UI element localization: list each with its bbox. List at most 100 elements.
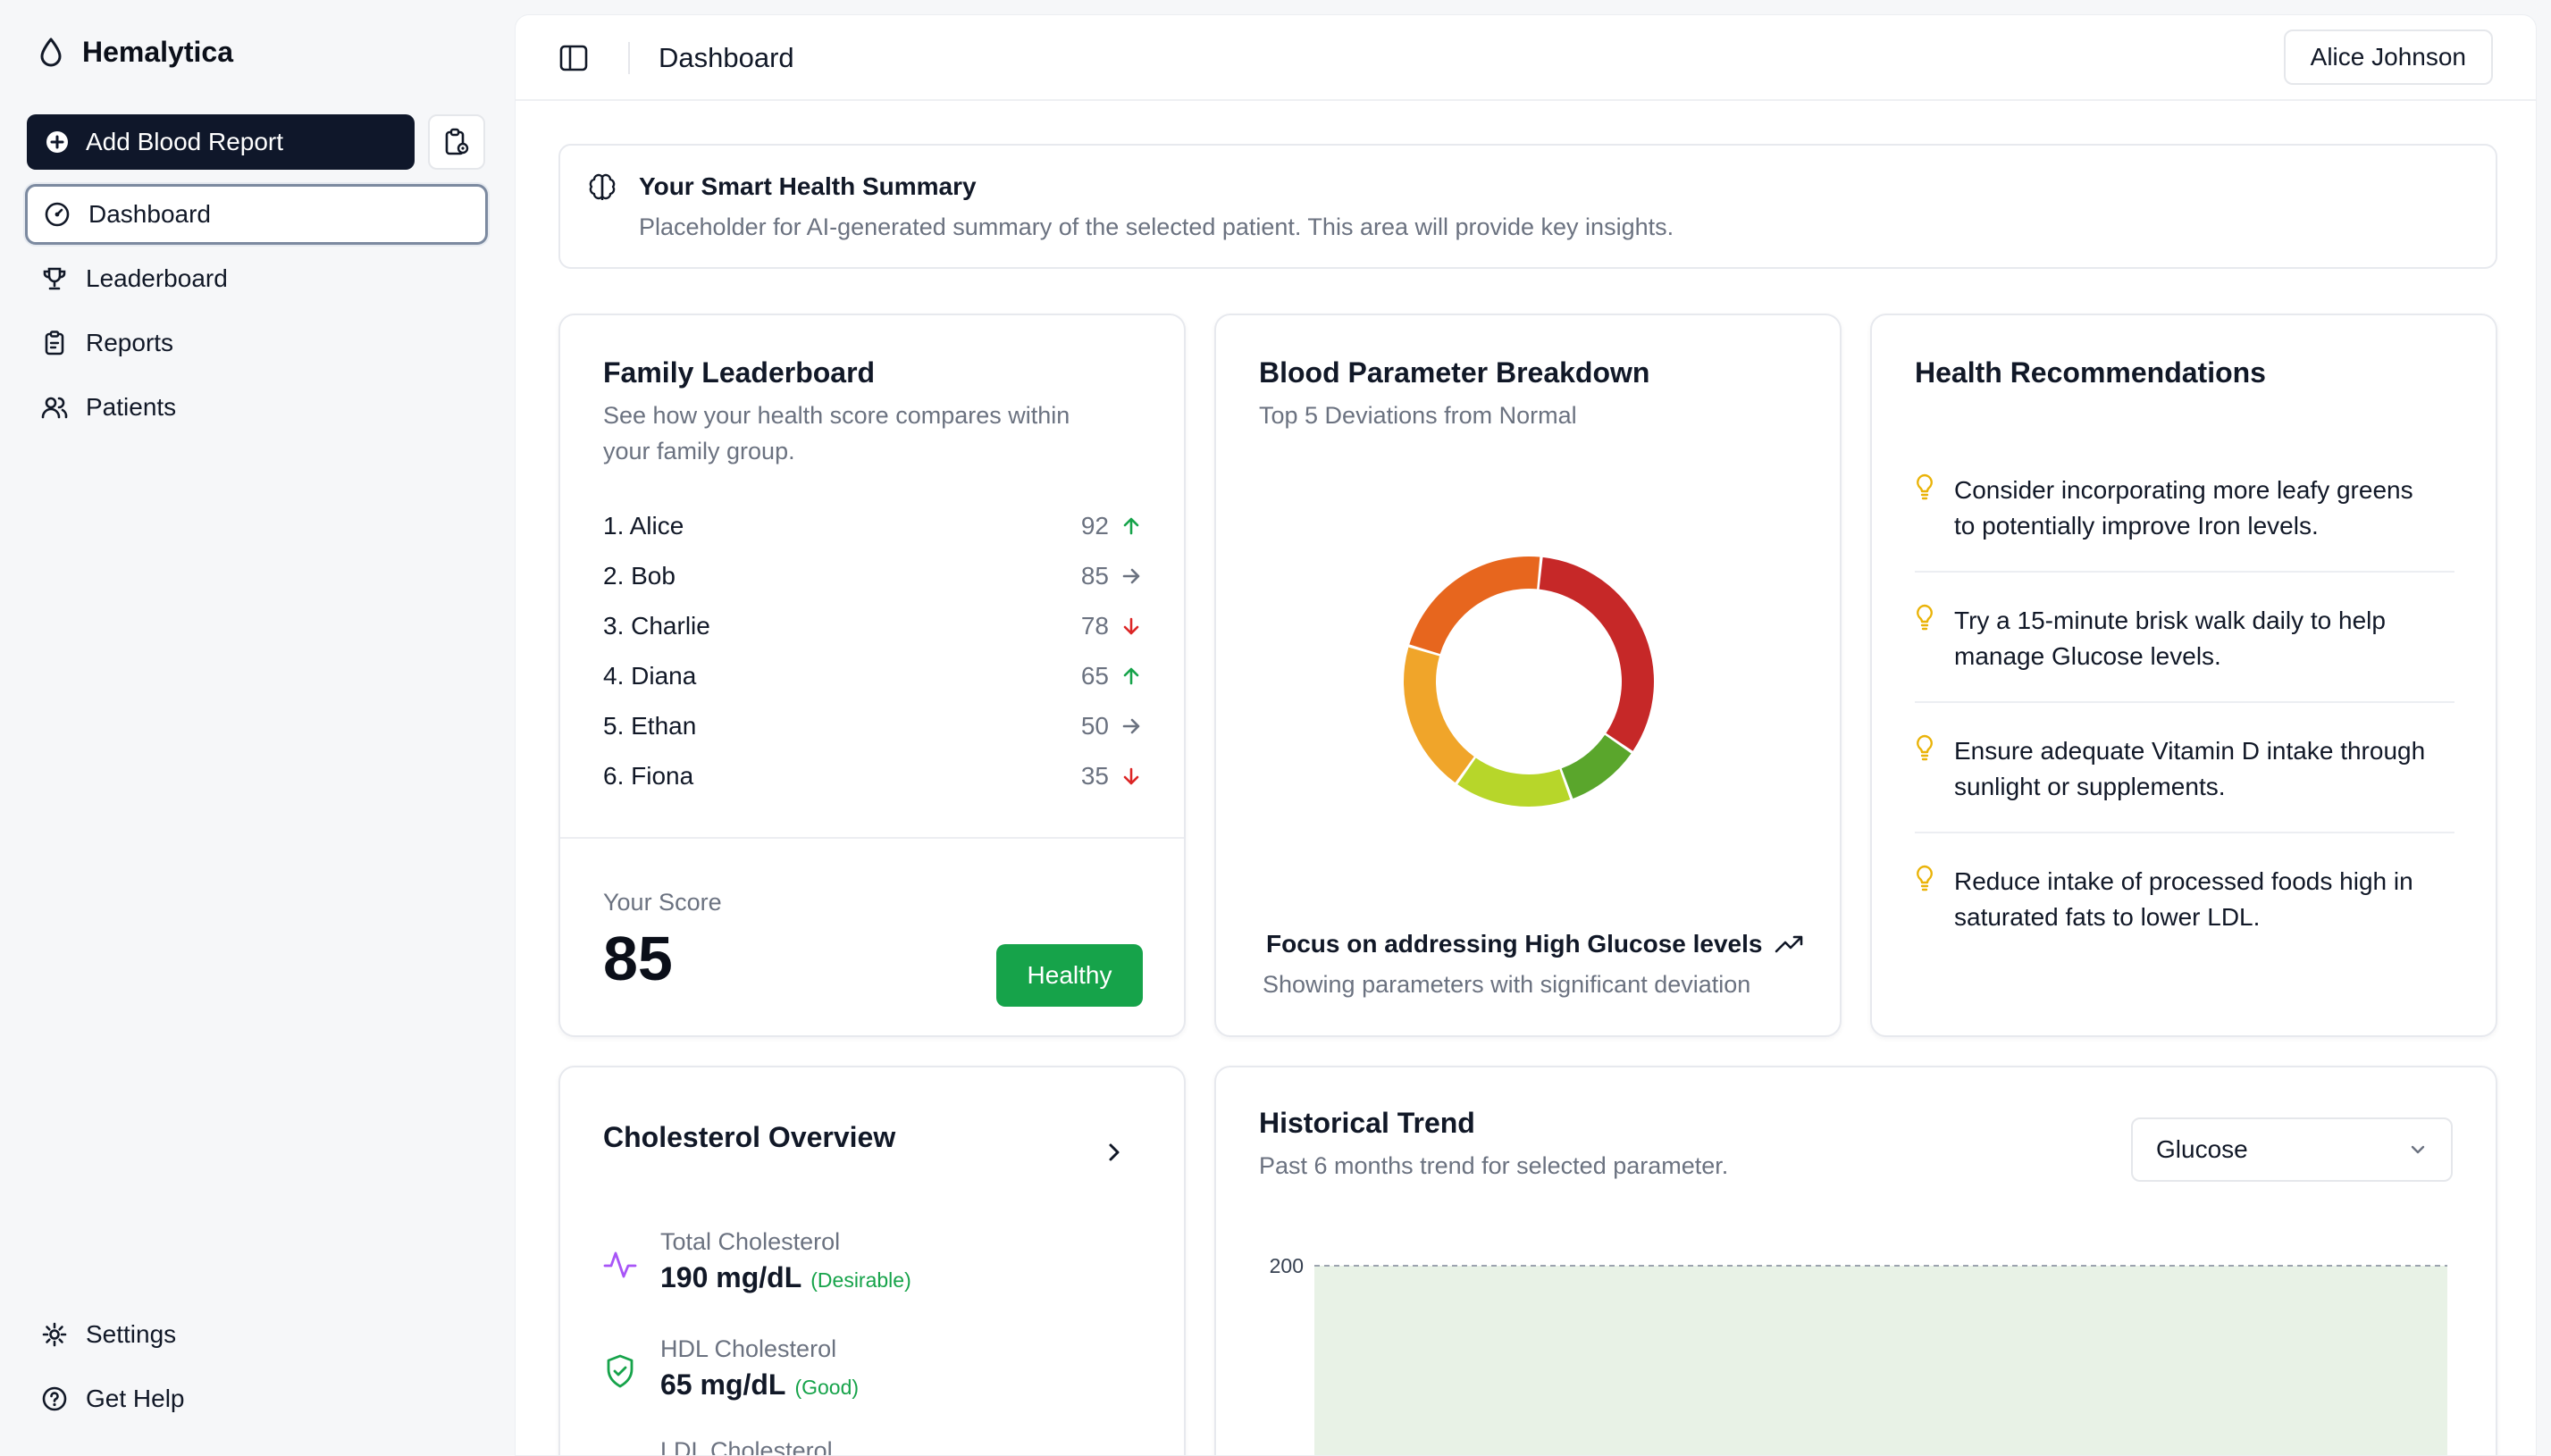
leaderboard-row[interactable]: 2. Bob 85 (603, 551, 1143, 601)
family-leaderboard-card: Family Leaderboard See how your health s… (558, 314, 1186, 1037)
member-name: 6. Fiona (603, 762, 694, 790)
leaderboard-title: Family Leaderboard (603, 356, 876, 389)
arrow-up-icon (1120, 665, 1143, 688)
leaderboard-row[interactable]: 4. Diana 65 (603, 651, 1143, 701)
recommendation-text: Ensure adequate Vitamin D intake through… (1954, 733, 2454, 805)
recommendation-line: saturated fats to lower LDL. (1954, 903, 2261, 931)
donut-segment-5[interactable] (1409, 556, 1540, 655)
recommendations-title: Health Recommendations (1915, 356, 2266, 389)
cholesterol-status: (Good) (794, 1376, 860, 1399)
breakdown-subtitle: Top 5 Deviations from Normal (1259, 402, 1577, 429)
gear-icon (41, 1321, 68, 1348)
member-name: 4. Diana (603, 662, 697, 690)
your-score-value: 85 (603, 924, 673, 993)
sidebar-item-dashboard[interactable]: Dashboard (25, 184, 488, 245)
clipboard-settings-icon (443, 128, 470, 156)
sidebar-item-settings[interactable]: Settings (25, 1304, 488, 1365)
trending-up-icon (1775, 933, 1803, 955)
recommendation-text: Consider incorporating more leafy greens… (1954, 473, 2454, 544)
recommendation-item: Try a 15-minute brisk walk daily to help… (1915, 603, 2454, 674)
user-menu-button[interactable]: Alice Johnson (2283, 29, 2493, 85)
cholesterol-value: 190 mg/dL (Desirable) (660, 1261, 911, 1294)
cholesterol-value-text: 190 mg/dL (660, 1261, 802, 1293)
plus-circle-icon (45, 130, 70, 155)
sidebar-item-get-help[interactable]: Get Help (25, 1368, 488, 1429)
recommendation-line: sunlight or supplements. (1954, 773, 2226, 800)
quick-report-button[interactable] (428, 114, 485, 170)
divider (1915, 571, 2454, 573)
leaderboard-row[interactable]: 1. Alice 92 (603, 501, 1143, 551)
clipboard-icon (41, 330, 68, 356)
historical-trend-title: Historical Trend (1259, 1107, 1475, 1139)
sidebar-item-label: Patients (86, 393, 177, 421)
member-score: 50 (1080, 712, 1109, 740)
sidebar-item-label: Get Help (86, 1385, 185, 1412)
sidebar-item-patients[interactable]: Patients (25, 377, 488, 438)
breakdown-note: Showing parameters with significant devi… (1263, 971, 1751, 998)
recommendation-line: to potentially improve Iron levels. (1954, 512, 2319, 540)
leaderboard-row[interactable]: 3. Charlie 78 (603, 601, 1143, 651)
cholesterol-status: (Desirable) (810, 1268, 911, 1292)
chevron-down-icon (2408, 1140, 2428, 1159)
cholesterol-label: HDL Cholesterol (660, 1335, 837, 1362)
cholesterol-value-text: 65 mg/dL (660, 1368, 786, 1401)
sidebar-item-leaderboard[interactable]: Leaderboard (25, 248, 488, 309)
main-panel: Dashboard Alice Johnson Your Smart Healt… (515, 14, 2537, 1456)
divider (1915, 832, 2454, 833)
chevron-right-icon[interactable] (1103, 1139, 1125, 1166)
divider (1915, 701, 2454, 703)
leaderboard-subtitle-line: your family group. (603, 438, 795, 464)
member-score: 65 (1080, 662, 1109, 690)
trend-area (1314, 1266, 2447, 1455)
recommendation-text: Try a 15-minute brisk walk daily to help… (1954, 603, 2454, 674)
member-name: 2. Bob (603, 562, 676, 590)
add-blood-report-label: Add Blood Report (86, 128, 284, 155)
brand-name: Hemalytica (82, 36, 233, 68)
member-score: 85 (1080, 562, 1109, 590)
deviation-donut-chart[interactable] (1386, 539, 1672, 824)
arrow-right-icon (1120, 715, 1143, 738)
health-recommendations-card: Health Recommendations Consider incorpor… (1870, 314, 2497, 1037)
shield-check-icon (603, 1353, 637, 1402)
activity-icon (603, 1246, 637, 1294)
lightbulb-icon (1915, 473, 1934, 544)
leaderboard-row[interactable]: 5. Ethan 50 (603, 701, 1143, 751)
breakdown-focus: Focus on addressing High Glucose levels (1266, 930, 1803, 958)
cholesterol-label: Total Cholesterol (660, 1228, 841, 1255)
sidebar-toggle-icon[interactable] (558, 44, 589, 72)
parameter-select[interactable]: Glucose (2131, 1117, 2453, 1182)
status-badge: Healthy (996, 944, 1143, 1007)
cholesterol-title: Cholesterol Overview (603, 1121, 896, 1153)
recommendation-line: Ensure adequate Vitamin D intake through (1954, 737, 2426, 765)
smart-summary-card: Your Smart Health Summary Placeholder fo… (558, 144, 2497, 269)
arrow-up-icon (1120, 515, 1143, 538)
donut-segment-2[interactable] (1561, 734, 1632, 799)
donut-segment-3[interactable] (1457, 757, 1571, 807)
recommendation-item: Ensure adequate Vitamin D intake through… (1915, 733, 2454, 805)
gauge-icon (44, 201, 71, 228)
sidebar-item-label: Dashboard (88, 200, 211, 228)
recommendation-item: Reduce intake of processed foods high in… (1915, 864, 2454, 935)
cholesterol-label: LDL Cholesterol (660, 1437, 833, 1456)
cholesterol-item-ldl: LDL Cholesterol (603, 1437, 833, 1456)
sidebar: Hemalytica Add Blood Report Dashboard Le… (0, 0, 513, 1456)
member-score: 78 (1080, 612, 1109, 640)
summary-text: Placeholder for AI-generated summary of … (639, 213, 1674, 240)
parameter-select-value: Glucose (2156, 1135, 2248, 1163)
brain-icon (587, 172, 617, 203)
recommendation-line: Try a 15-minute brisk walk daily to help (1954, 607, 2386, 634)
leaderboard-row[interactable]: 6. Fiona 35 (603, 751, 1143, 801)
brand[interactable]: Hemalytica (39, 36, 233, 69)
historical-trend-card: Historical Trend Past 6 months trend for… (1214, 1066, 2497, 1456)
sidebar-item-reports[interactable]: Reports (25, 313, 488, 373)
donut-segment-1[interactable] (1539, 556, 1654, 751)
add-blood-report-button[interactable]: Add Blood Report (27, 114, 415, 170)
users-icon (41, 394, 68, 421)
member-name: 3. Charlie (603, 612, 710, 640)
donut-segment-4[interactable] (1404, 647, 1474, 783)
blood-parameter-breakdown-card: Blood Parameter Breakdown Top 5 Deviatio… (1214, 314, 1842, 1037)
help-circle-icon (41, 1385, 68, 1412)
sidebar-item-label: Reports (86, 329, 174, 356)
member-score: 35 (1080, 762, 1109, 790)
historical-trend-chart[interactable]: 200 (1252, 1243, 2463, 1456)
